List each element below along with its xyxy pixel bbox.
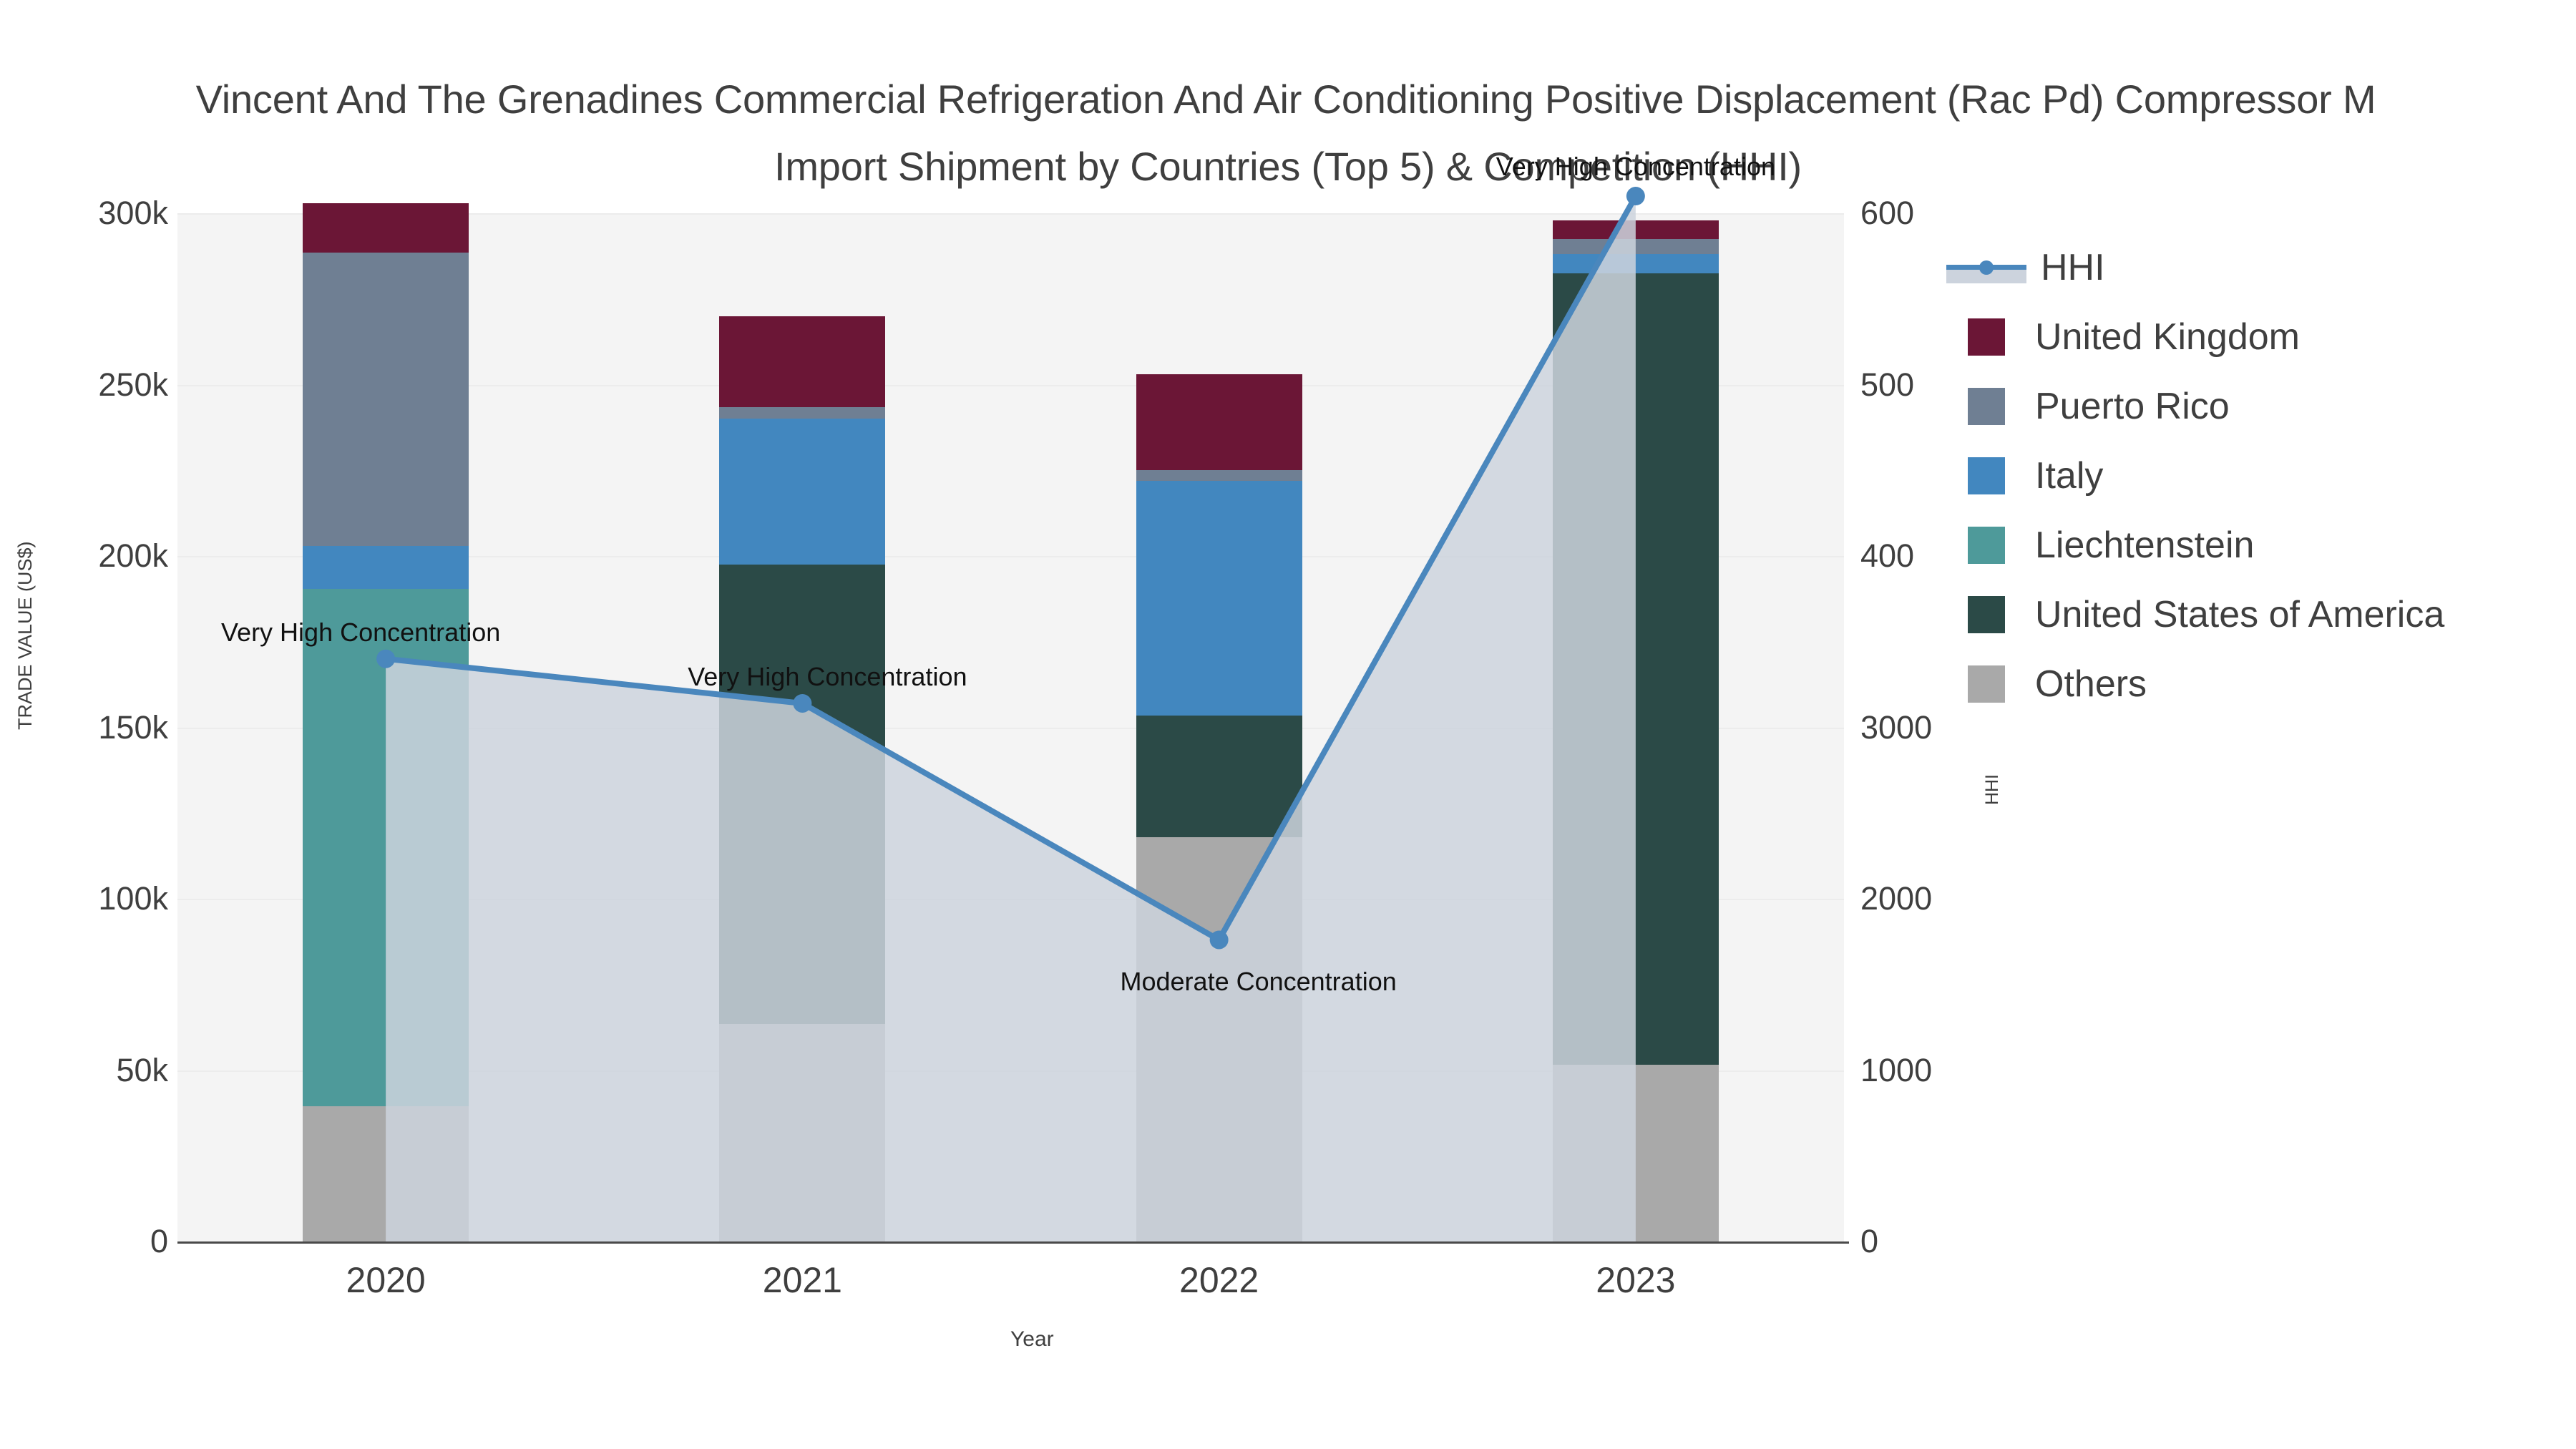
legend-color-swatch-icon [1968, 595, 2005, 633]
legend-item-label: Puerto Rico [2035, 385, 2230, 427]
bar-segment-puerto-rico[interactable] [1552, 238, 1719, 255]
y-axis-right-tick: 600 [1860, 195, 1915, 231]
legend-item-united-states-of-america[interactable]: United States of America [1946, 580, 2444, 649]
bar-stack-2021[interactable] [719, 213, 886, 1241]
legend-item-label: United States of America [2035, 593, 2445, 635]
y-axis-right-tick: 2000 [1860, 880, 1933, 917]
legend: HHI United Kingdom Puerto Rico Italy Liechte… [1946, 233, 2444, 718]
hhi-annotation-2023: Very High Concentration [1496, 152, 1775, 182]
bar-segment-united-kingdom[interactable] [1552, 220, 1719, 239]
hhi-point-2023[interactable] [1626, 187, 1645, 206]
legend-item-united-kingdom[interactable]: United Kingdom [1946, 302, 2444, 371]
x-axis-tick-2022: 2022 [1179, 1260, 1259, 1300]
bar-segment-united-kingdom[interactable] [1136, 374, 1302, 471]
bar-stack-2020[interactable] [303, 203, 469, 1241]
bar-segment-united-kingdom[interactable] [719, 316, 886, 407]
legend-item-puerto-rico[interactable]: Puerto Rico [1946, 371, 2444, 441]
chart-title-line-2: Import Shipment by Countries (Top 5) & C… [774, 144, 1802, 189]
y-axis-left-tick: 250k [98, 366, 168, 403]
bar-segment-italy[interactable] [719, 419, 886, 565]
bar-segment-italy[interactable] [1552, 254, 1719, 273]
bar-stack-2023[interactable] [1552, 213, 1719, 1241]
hhi-annotation-2020: Very High Concentration [221, 617, 501, 647]
bar-segment-puerto-rico[interactable] [719, 406, 886, 419]
y-axis-left-tick: 150k [98, 708, 168, 746]
bar-stack-2022[interactable] [1136, 213, 1302, 1241]
bar-segment-others[interactable] [1136, 836, 1302, 1241]
hhi-annotation-2022: Moderate Concentration [1120, 967, 1397, 997]
legend-area-band [1946, 267, 2026, 283]
legend-item-others[interactable]: Others [1946, 649, 2444, 718]
hhi-annotation-2021: Very High Concentration [688, 661, 967, 691]
y-axis-left-title: TRADE VALUE (US$) [14, 541, 36, 730]
legend-item-label: Others [2035, 663, 2147, 705]
legend-line-dot [1979, 260, 1994, 275]
y-axis-left-tick: 300k [98, 195, 168, 231]
bar-segment-puerto-rico[interactable] [303, 253, 469, 546]
legend-item-hhi[interactable]: HHI [1946, 233, 2444, 302]
chart-title: Vincent And The Grenadines Commercial Re… [0, 66, 2576, 200]
y-axis-left-tick: 200k [98, 537, 168, 574]
y-axis-left-tick: 100k [98, 880, 168, 917]
bar-segment-others[interactable] [303, 1106, 469, 1241]
legend-color-swatch-icon [1968, 665, 2005, 703]
legend-color-swatch-icon [1968, 318, 2005, 356]
legend-item-label: HHI [2041, 246, 2105, 288]
bar-segment-others[interactable] [1552, 1065, 1719, 1241]
legend-line-marker-icon [1946, 249, 2026, 286]
bar-segment-united-kingdom[interactable] [303, 203, 469, 253]
legend-item-label: Liechtenstein [2035, 524, 2255, 566]
bar-segment-liechtenstein[interactable] [303, 588, 469, 1106]
legend-item-italy[interactable]: Italy [1946, 441, 2444, 510]
y-axis-right-tick: 400 [1860, 537, 1915, 574]
bar-segment-puerto-rico[interactable] [1136, 470, 1302, 481]
x-axis-line [177, 1241, 1849, 1244]
y-axis-right-tick: 0 [1860, 1223, 1879, 1259]
x-axis-title: Year [1010, 1327, 1054, 1351]
bar-segment-italy[interactable] [1136, 480, 1302, 716]
legend-color-swatch-icon [1968, 457, 2005, 494]
legend-item-label: Italy [2035, 454, 2104, 497]
legend-item-label: United Kingdom [2035, 316, 2300, 358]
bar-segment-united-states-of-america[interactable] [1136, 715, 1302, 837]
legend-item-liechtenstein[interactable]: Liechtenstein [1946, 510, 2444, 580]
y-axis-right-tick: 3000 [1860, 708, 1933, 746]
y-axis-right-title: HHI [1982, 774, 2002, 805]
chart-title-line-1: Vincent And The Grenadines Commercial Re… [195, 77, 2376, 122]
legend-color-swatch-icon [1968, 526, 2005, 564]
x-axis-tick-2021: 2021 [762, 1260, 842, 1300]
bar-segment-united-states-of-america[interactable] [719, 564, 886, 1024]
bar-segment-united-states-of-america[interactable] [1552, 273, 1719, 1065]
legend-color-swatch-icon [1968, 387, 2005, 425]
y-axis-left-tick: 0 [150, 1223, 168, 1259]
bar-segment-italy[interactable] [303, 545, 469, 589]
x-axis-tick-2020: 2020 [346, 1260, 426, 1300]
x-axis-tick-2023: 2023 [1596, 1260, 1676, 1300]
y-axis-left-tick: 50k [116, 1051, 168, 1088]
y-axis-right-tick: 500 [1860, 366, 1915, 403]
y-axis-right-tick: 1000 [1860, 1051, 1933, 1088]
bar-segment-others[interactable] [719, 1023, 886, 1241]
